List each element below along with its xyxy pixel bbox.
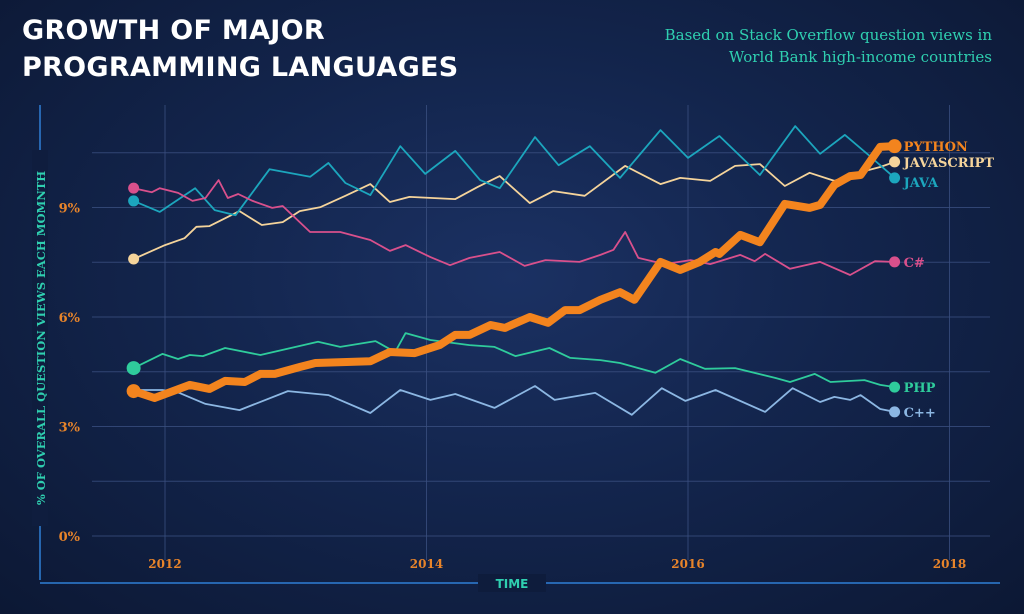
series-line-java <box>132 125 896 217</box>
chart-title: GROWTH OF MAJOR PROGRAMMING LANGUAGES <box>22 12 459 86</box>
series-line-csharp <box>132 179 896 276</box>
series-label-python: PYTHON <box>904 140 968 155</box>
x-axis-label: TIME <box>496 577 529 591</box>
series-end-marker-php <box>889 381 901 393</box>
series-label-php: PHP <box>904 381 936 396</box>
series-line-javascript <box>132 160 896 260</box>
series-line-python <box>129 142 899 402</box>
series-end-marker-javascript <box>889 156 901 168</box>
series-end-marker-java <box>889 172 901 184</box>
y-tick-label: 3% <box>59 421 81 436</box>
series-end-marker-python <box>887 139 902 154</box>
series-start-marker-python <box>126 384 141 399</box>
series-label-java: JAVA <box>903 176 939 191</box>
series-start-marker-csharp <box>128 182 140 194</box>
x-axis-label-bg <box>478 574 546 592</box>
series-label-cpp: C++ <box>904 406 936 421</box>
title-line-2: PROGRAMMING LANGUAGES <box>22 52 459 83</box>
y-tick-label: 9% <box>59 202 81 217</box>
x-tick-label: 2018 <box>933 557 966 571</box>
series-line-cpp <box>132 385 896 416</box>
y-tick-label: 0% <box>59 530 81 545</box>
series-end-marker-csharp <box>889 256 901 268</box>
subtitle-line-1: Based on Stack Overflow question views i… <box>664 26 992 44</box>
y-tick-label: 6% <box>59 311 81 326</box>
x-tick-label: 2014 <box>410 557 443 571</box>
series-label-javascript: JAVASCRIPT <box>903 156 995 171</box>
series-start-marker-javascript <box>128 253 140 265</box>
x-tick-label: 2016 <box>671 557 704 571</box>
title-line-1: GROWTH OF MAJOR <box>22 15 325 46</box>
subtitle-line-2: World Bank high-income countries <box>728 48 992 66</box>
series-end-marker-cpp <box>889 406 901 418</box>
series-label-csharp: C# <box>904 256 925 271</box>
series-start-marker-php <box>126 361 141 376</box>
chart-subtitle: Based on Stack Overflow question views i… <box>665 24 992 68</box>
series-line-php <box>132 332 896 389</box>
x-tick-label: 2012 <box>148 557 181 571</box>
series-start-marker-java <box>128 195 140 207</box>
y-axis-label-bg <box>32 150 48 526</box>
y-axis-label: % OF OVERALL QUESTION VIEWS EACH MOMNTH <box>34 171 48 505</box>
